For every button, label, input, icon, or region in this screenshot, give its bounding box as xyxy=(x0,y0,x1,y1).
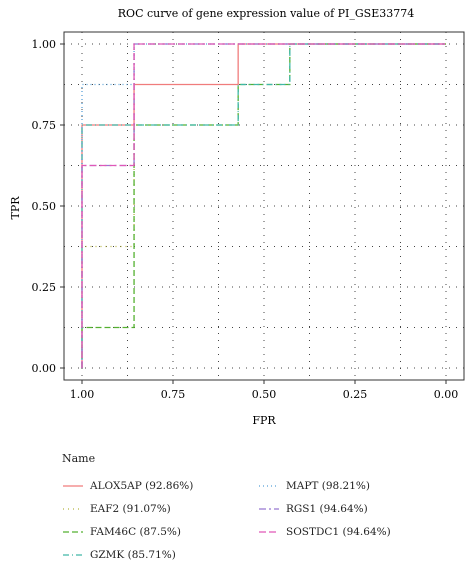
y-tick-label: 0.25 xyxy=(32,281,57,294)
legend-label: FAM46C (87.5%) xyxy=(90,526,181,538)
series-line-4 xyxy=(81,43,446,368)
legend-label: GZMK (85.71%) xyxy=(90,549,176,561)
legend-label: SOSTDC1 (94.64%) xyxy=(286,526,391,538)
y-tick-label: 1.00 xyxy=(32,38,57,51)
legend-item: RGS1 (94.64%) xyxy=(258,503,368,515)
y-axis-label: TPR xyxy=(9,196,22,220)
x-tick-label: 0.00 xyxy=(434,388,459,401)
legend-item: MAPT (98.21%) xyxy=(258,480,370,492)
legend-swatch xyxy=(63,485,83,487)
axes: 1.00 0.75 0.50 0.25 0.00 0.00 0.25 0.50 0.75 1.00 xyxy=(32,38,459,401)
y-tick-label: 0.75 xyxy=(32,119,57,132)
legend-label: MAPT (98.21%) xyxy=(286,480,370,492)
x-tick-label: 0.50 xyxy=(252,388,277,401)
legend-item: GZMK (85.71%) xyxy=(62,549,176,561)
legend-item: SOSTDC1 (94.64%) xyxy=(258,526,391,538)
legend-swatch xyxy=(259,531,279,533)
legend-label: RGS1 (94.64%) xyxy=(286,503,368,515)
legend-label: ALOX5AP (92.86%) xyxy=(90,480,194,492)
legend-label: EAF2 (91.07%) xyxy=(90,503,171,515)
legend-item: EAF2 (91.07%) xyxy=(62,503,171,515)
legend-title: Name xyxy=(62,452,96,465)
legend-item: FAM46C (87.5%) xyxy=(62,526,181,538)
legend-swatch xyxy=(259,485,279,487)
legend-swatch xyxy=(259,508,279,510)
legend-swatch xyxy=(63,508,83,510)
x-tick-label: 0.75 xyxy=(161,388,186,401)
x-tick-label: 1.00 xyxy=(70,388,95,401)
y-tick-label: 0.00 xyxy=(32,362,57,375)
y-tick-label: 0.50 xyxy=(32,200,57,213)
legend-item: ALOX5AP (92.86%) xyxy=(62,480,193,492)
legend-swatch xyxy=(63,554,83,556)
series-lines xyxy=(81,43,446,368)
chart-title: ROC curve of gene expression value of PI… xyxy=(118,7,414,20)
roc-chart: ROC curve of gene expression value of PI… xyxy=(9,7,465,427)
x-axis-label: FPR xyxy=(252,414,276,427)
legend-swatch xyxy=(63,531,83,533)
x-tick-label: 0.25 xyxy=(343,388,368,401)
series-line-7 xyxy=(81,43,446,368)
